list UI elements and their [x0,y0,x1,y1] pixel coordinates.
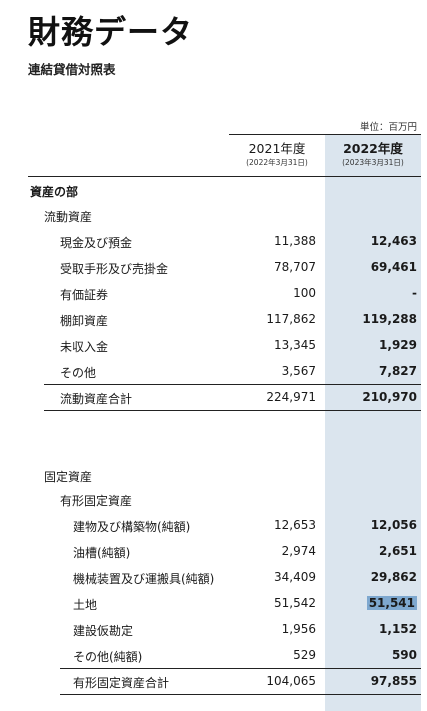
row-label: 受取手形及び売掛金 [60,262,169,276]
value-2022: 97,855 [370,674,417,688]
table-row: その他 3,567 7,827 [0,359,427,385]
row-label: 未収入金 [60,340,109,354]
assets-section-heading: 資産の部 [0,178,427,204]
value-2021: 100 [293,286,316,300]
value-2022: 69,461 [370,260,417,274]
column-date: (2022年3月31日) [246,158,308,167]
value-2021: 104,065 [266,674,316,688]
table-row: 未収入金 13,345 1,929 [0,333,427,359]
value-2021: 12,653 [274,518,316,532]
value-2022-selected[interactable]: 51,541 [366,596,417,610]
table-row: 土地 51,542 51,541 [0,591,427,617]
unit-label: 単位：百万円 [359,122,417,133]
subtotal-rule [60,668,421,669]
value-2021: 11,388 [274,234,316,248]
row-label: 現金及び預金 [60,236,133,250]
table-row: 建設仮勘定 1,956 1,152 [0,617,427,643]
table-row: 油槽(純額) 2,974 2,651 [0,539,427,565]
row-label: 有形固定資産 [60,494,133,508]
value-2021: 3,567 [281,364,316,378]
row-label: 土地 [73,598,98,612]
value-2022: 590 [391,648,417,662]
column-year: 2022年度 [343,141,403,156]
column-header-2021: 2021年度 (2022年3月31日) [229,141,325,169]
row-label: 流動資産 [44,210,93,224]
column-header-2022: 2022年度 (2023年3月31日) [325,141,421,169]
table-row: 機械装置及び運搬具(純額) 34,409 29,862 [0,565,427,591]
value-2021: 34,409 [274,570,316,584]
current-year-column-band [325,134,421,711]
column-date: (2023年3月31日) [342,158,404,167]
value-2022: 12,463 [370,234,417,248]
value-2022: 210,970 [362,390,417,404]
row-label: 有形固定資産合計 [73,676,170,690]
row-label: その他(純額) [73,650,143,664]
value-2022: 7,827 [379,364,417,378]
value-2021: 13,345 [274,338,316,352]
value-2021: 224,971 [266,390,316,404]
page-title: 財務データ [28,13,194,51]
row-label: 有価証券 [60,288,109,302]
value-2021: 51,542 [274,596,316,610]
value-2022: 29,862 [370,570,417,584]
subtotal-rule [44,384,421,385]
value-2021: 78,707 [274,260,316,274]
row-label: その他 [60,366,97,380]
value-2022: 12,056 [370,518,417,532]
value-2022: 2,651 [379,544,417,558]
fixed-assets-heading: 固定資産 [0,463,427,489]
total-bottom-rule [44,410,421,411]
value-2021: 117,862 [266,312,316,326]
row-label: 機械装置及び運搬具(純額) [73,572,215,586]
current-assets-total-row: 流動資産合計 224,971 210,970 [0,385,427,411]
row-label: 建設仮勘定 [73,624,134,638]
row-label: 建物及び構築物(純額) [73,520,191,534]
row-label: 流動資産合計 [60,392,133,406]
column-year: 2021年度 [248,141,306,156]
page-subtitle: 連結貸借対照表 [28,62,116,77]
table-row: 建物及び構築物(純額) 12,653 12,056 [0,513,427,539]
value-2021: 2,974 [281,544,316,558]
value-2021: 529 [293,648,316,662]
total-bottom-rule [60,694,421,695]
header-bottom-rule [28,176,421,177]
header-top-rule [229,134,421,135]
row-label: 固定資産 [44,470,93,484]
value-2021: 1,956 [281,622,316,636]
current-assets-heading: 流動資産 [0,203,427,229]
table-row: 受取手形及び売掛金 78,707 69,461 [0,255,427,281]
value-2022: - [412,286,417,300]
value-2022: 1,152 [379,622,417,636]
row-label: 資産の部 [30,185,79,199]
table-row: 棚卸資産 117,862 119,288 [0,307,427,333]
table-row: 有価証券 100 - [0,281,427,307]
tangible-assets-total-row: 有形固定資産合計 104,065 97,855 [0,669,427,695]
row-label: 棚卸資産 [60,314,109,328]
value-2022: 119,288 [362,312,417,326]
table-row: その他(純額) 529 590 [0,643,427,669]
tangible-assets-heading: 有形固定資産 [0,487,427,513]
row-label: 油槽(純額) [73,546,131,560]
table-row: 現金及び預金 11,388 12,463 [0,229,427,255]
value-2022: 1,929 [379,338,417,352]
